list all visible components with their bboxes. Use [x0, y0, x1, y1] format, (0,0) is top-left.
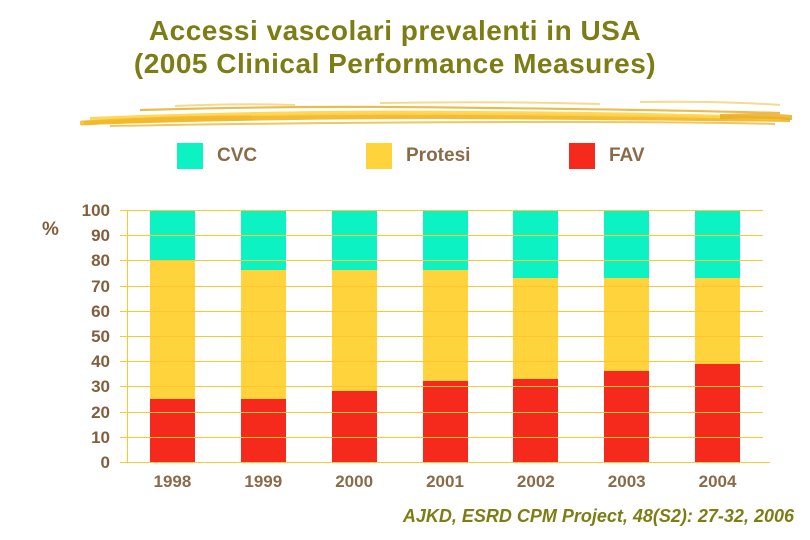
y-axis-tick [120, 336, 127, 337]
bar-segment-protesi-2001 [422, 270, 468, 382]
y-axis-tick [120, 310, 127, 312]
y-tick-label: 70 [91, 276, 110, 296]
x-tick-label: 2000 [335, 472, 374, 491]
x-tick-label: 2001 [426, 472, 464, 491]
legend-swatch-cvc [177, 143, 203, 169]
gridline-60 [127, 310, 763, 312]
y-axis-label: % [42, 219, 59, 240]
y-tick-label: 100 [81, 201, 110, 220]
bar-segment-cvc-2003 [604, 210, 650, 279]
citation-text: AJKD, ESRD CPM Project, 48(S2): 27-32, 2… [402, 506, 794, 526]
gridline-30 [127, 386, 763, 388]
y-tick-label: 50 [91, 327, 110, 346]
bar-segment-fav-2003 [604, 371, 650, 462]
bar-segment-fav-2000 [331, 391, 377, 462]
legend-label: Protesi [406, 145, 471, 166]
bar-segment-fav-1998 [149, 399, 195, 462]
bar-segment-fav-2002 [513, 378, 559, 462]
y-tick-label: 0 [100, 453, 110, 472]
gridline-50 [127, 336, 763, 337]
bar-segment-protesi-2000 [331, 270, 377, 392]
gridline-70 [127, 285, 763, 287]
y-tick-label: 10 [91, 427, 110, 447]
bar-segment-fav-2004 [695, 363, 741, 462]
y-tick-label: 40 [91, 352, 110, 372]
x-axis-line [120, 462, 770, 463]
gridline-20 [127, 411, 763, 413]
gridline-10 [127, 436, 763, 438]
y-axis-tick [120, 235, 127, 237]
brush-stroke-decoration [80, 100, 792, 127]
bar-segment-protesi-2002 [513, 278, 559, 379]
bar-segment-protesi-2003 [604, 278, 650, 372]
bar-segment-fav-2001 [422, 381, 468, 462]
y-axis-tick [120, 386, 127, 388]
legend-item-fav: FAV [569, 143, 645, 169]
x-tick-label: 1999 [244, 472, 283, 491]
x-tick-label: 2003 [607, 472, 646, 491]
y-tick-label: 20 [91, 402, 110, 422]
gridline-40 [127, 361, 763, 363]
y-axis-tick [120, 411, 127, 413]
y-axis-tick [120, 260, 127, 262]
bar-segment-cvc-2001 [422, 210, 468, 271]
bar-segment-fav-1999 [240, 399, 286, 462]
slide-title-line2: (2005 Clinical Performance Measures) [133, 48, 657, 79]
bar-segment-cvc-2004 [695, 210, 741, 279]
y-tick-label: 60 [91, 301, 110, 321]
legend-item-cvc: CVC [177, 143, 257, 169]
legend-swatch-fav [569, 143, 595, 169]
y-tick-label: 30 [91, 377, 110, 397]
y-axis-tick [120, 361, 127, 363]
bar-segment-cvc-2000 [331, 210, 377, 271]
bar-segment-cvc-1999 [240, 210, 286, 271]
gridline-90 [127, 235, 763, 237]
slide-title-line1: Accessi vascolari prevalenti in USA [148, 15, 642, 46]
bar-segment-protesi-1999 [240, 270, 286, 399]
bar-segment-cvc-2002 [513, 210, 559, 279]
gridline-100 [127, 210, 763, 211]
bar-segment-protesi-1998 [149, 260, 195, 399]
legend-label: FAV [609, 145, 645, 166]
y-tick-label: 90 [91, 226, 110, 246]
bar-segment-protesi-2004 [695, 278, 741, 364]
gridline-80 [127, 260, 763, 262]
y-axis-tick [120, 285, 127, 287]
y-axis-tick [120, 210, 127, 211]
x-tick-label: 2002 [516, 472, 555, 491]
legend-label: CVC [217, 145, 258, 166]
legend-swatch-protesi [366, 143, 392, 169]
slide-title: Accessi vascolari prevalenti in USA (200… [0, 14, 790, 80]
y-tick-label: 80 [91, 251, 110, 271]
x-tick-label: 1998 [153, 472, 192, 491]
x-tick-label: 2004 [698, 472, 737, 491]
y-axis-line [127, 210, 128, 462]
legend-item-protesi: Protesi [366, 143, 470, 169]
y-axis-tick [120, 436, 127, 438]
